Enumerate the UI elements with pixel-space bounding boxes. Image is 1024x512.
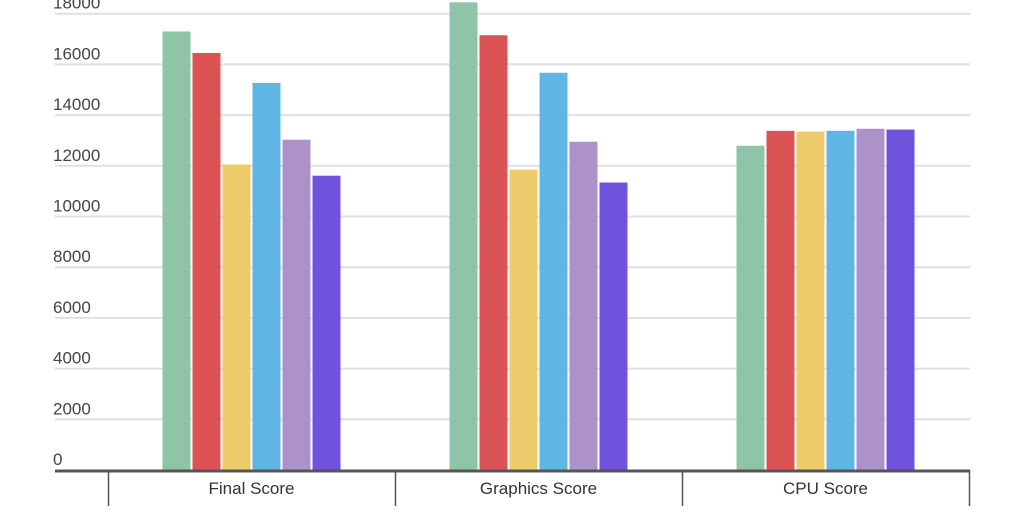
bar-series-5-final-score [282, 139, 311, 470]
y-tick-label: 6000 [53, 298, 91, 317]
x-tick-label: Final Score [209, 479, 295, 498]
x-axis: Final Score Graphics Score CPU Score [55, 469, 971, 506]
bar-series-2-graphics-score [479, 35, 508, 471]
y-tick-label: 12000 [53, 146, 100, 165]
bar-series-3-cpu-score [796, 131, 825, 470]
y-tick-label: 10000 [53, 197, 100, 216]
x-tick-label: CPU Score [783, 479, 868, 498]
bar-series-1-final-score [162, 31, 191, 470]
bar-series-5-cpu-score [856, 128, 885, 470]
bar-series-4-cpu-score [826, 130, 855, 470]
y-tick-label: 14000 [53, 95, 100, 114]
bar-series-1-cpu-score [736, 145, 765, 470]
y-tick-label: 16000 [53, 44, 100, 63]
bar-series-2-cpu-score [766, 130, 795, 470]
y-tick-label: 8000 [53, 247, 91, 266]
y-tick-label: 18000 [53, 0, 100, 13]
bar-series-6-graphics-score [599, 182, 628, 470]
bar-series-2-final-score [192, 52, 221, 471]
bar-series-3-final-score [222, 164, 251, 470]
bars [162, 2, 915, 471]
x-tick-label: Graphics Score [480, 479, 597, 498]
y-axis-ticks: 0 2000 4000 6000 8000 10000 12000 14000 16000 180… [53, 0, 100, 469]
bar-series-1-graphics-score [449, 2, 478, 470]
bar-series-5-graphics-score [569, 141, 598, 470]
y-tick-label: 2000 [53, 399, 91, 418]
bar-series-6-final-score [312, 175, 341, 470]
y-tick-label: 0 [53, 450, 62, 469]
bar-series-4-final-score [252, 82, 281, 470]
bar-series-3-graphics-score [509, 169, 538, 471]
y-tick-label: 4000 [53, 349, 91, 368]
bar-series-4-graphics-score [539, 72, 568, 470]
bar-series-6-cpu-score [886, 129, 915, 470]
